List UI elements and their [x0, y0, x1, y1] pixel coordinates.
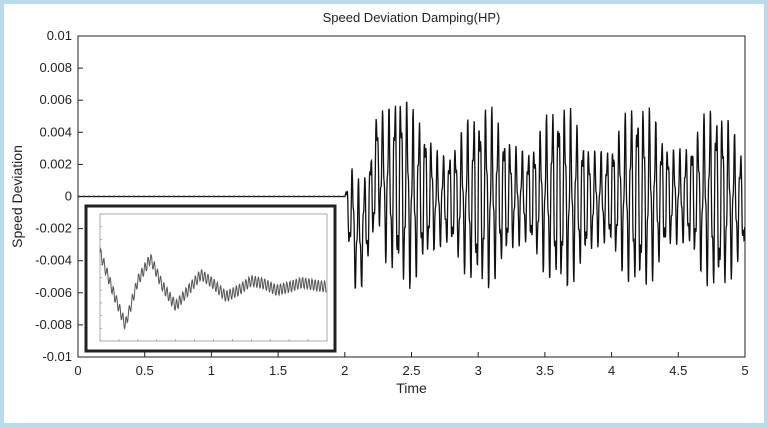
x-tick-label: 2	[341, 363, 348, 378]
y-tick-label: 0.006	[39, 92, 72, 107]
x-tick-label: 4.5	[669, 363, 687, 378]
y-tick-label: -0.004	[35, 253, 72, 268]
chart-title: Speed Deviation Damping(HP)	[323, 10, 501, 25]
y-tick-label: 0	[65, 189, 72, 204]
x-tick-label: 3	[475, 363, 482, 378]
x-tick-label: 0.5	[136, 363, 154, 378]
y-axis-title: Speed Deviation	[9, 145, 25, 248]
y-tick-label: 0.004	[39, 124, 72, 139]
speed-deviation-line	[78, 101, 746, 289]
y-tick-label: 0.01	[47, 28, 72, 43]
y-tick-label: 0.008	[39, 60, 72, 75]
figure-frame: Speed Deviation Damping(HP) 0 0.5 1 1.5 2 2.5 3…	[4, 4, 764, 423]
x-tick-label: 1	[208, 363, 215, 378]
inset-line	[99, 246, 327, 331]
y-tick-label: -0.002	[35, 221, 72, 236]
y-tick-label: -0.01	[42, 349, 72, 364]
x-tick-label: 4	[608, 363, 615, 378]
speed-deviation-chart: Speed Deviation Damping(HP) 0 0.5 1 1.5 2 2.5 3…	[9, 10, 749, 396]
x-axis-title: Time	[396, 380, 427, 396]
x-tick-label: 2.5	[402, 363, 420, 378]
y-tick-label: 0.002	[39, 156, 72, 171]
x-tick-label: 3.5	[536, 363, 554, 378]
x-tick-label: 5	[741, 363, 748, 378]
y-tick-label: -0.008	[35, 317, 72, 332]
y-tick-label: -0.006	[35, 285, 72, 300]
x-tick-label: 1.5	[269, 363, 287, 378]
x-tick-label: 0	[74, 363, 81, 378]
